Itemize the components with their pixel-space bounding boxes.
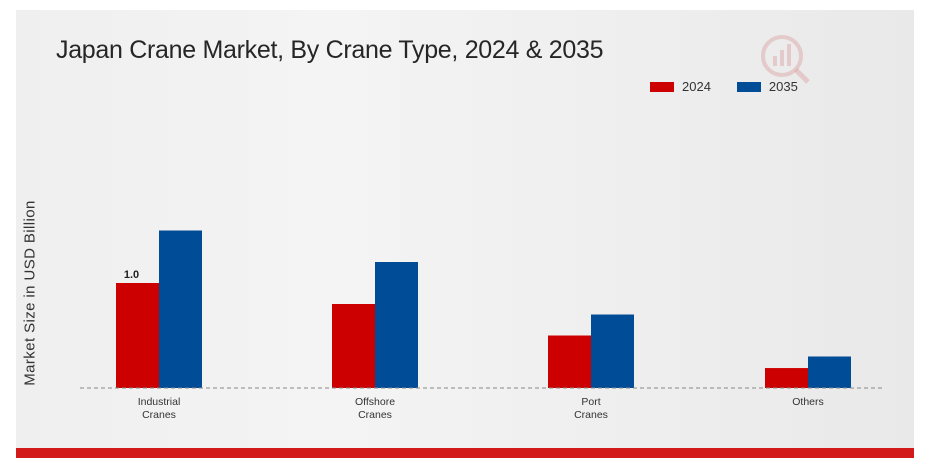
- x-tick-label-2-0: Port: [581, 396, 600, 408]
- bar-2024-1: [332, 304, 375, 388]
- legend-label-2035: 2035: [768, 79, 798, 94]
- legend-swatch-2024: [650, 81, 674, 92]
- x-tick-label-3-0: Others: [792, 396, 824, 408]
- x-tick-label-1-0: Offshore: [355, 396, 395, 408]
- bar-2035-2: [591, 314, 634, 388]
- bar-2024-3: [765, 368, 808, 388]
- magnifier-bar-chart-icon: [758, 32, 814, 88]
- legend-label-2024: 2024: [682, 79, 711, 94]
- bar-2035-0: [159, 230, 202, 388]
- legend-swatch-2035: [736, 81, 761, 92]
- x-tick-label-2-1: Cranes: [574, 409, 608, 421]
- x-tick-label-0-0: Industrial: [138, 396, 181, 408]
- bar-2035-1: [375, 262, 418, 388]
- footer-accent-bar: [16, 448, 914, 458]
- legend-item-2024: 2024: [650, 79, 711, 94]
- x-tick-label-1-1: Cranes: [358, 409, 392, 421]
- legend-item-2035: 2035: [736, 79, 798, 94]
- chart-title: Japan Crane Market, By Crane Type, 2024 …: [56, 36, 604, 64]
- bar-2035-3: [808, 356, 851, 388]
- bar-2024-2: [548, 335, 591, 388]
- bar-2024-0: [116, 283, 159, 388]
- x-tick-label-0-1: Cranes: [142, 409, 176, 421]
- legend: 2024 2035: [650, 79, 824, 94]
- data-label-0: 1.0: [124, 269, 139, 281]
